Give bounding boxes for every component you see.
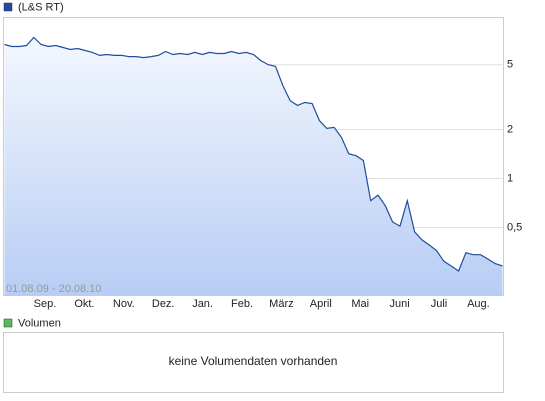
- x-tick-label: Okt.: [74, 298, 94, 310]
- y-tick-label: 2: [507, 123, 513, 135]
- x-tick-label: Dez.: [152, 298, 175, 310]
- x-tick-label: Mai: [351, 298, 369, 310]
- legend-swatch: [3, 2, 13, 12]
- x-tick-label: Aug.: [467, 298, 490, 310]
- volume-message: keine Volumendaten vorhanden: [169, 354, 338, 368]
- y-tick-label: 0,5: [507, 221, 522, 233]
- legend-label: (L&S RT): [18, 1, 64, 13]
- plot: [3, 36, 504, 296]
- y-tick-label: 5: [507, 59, 513, 71]
- x-tick-label: März: [269, 298, 293, 310]
- date-range: 01.08.09 - 20.08.10: [6, 283, 101, 295]
- legend-label: Volumen: [18, 317, 61, 329]
- x-tick-label: Feb.: [231, 298, 253, 310]
- x-tick-label: Nov.: [113, 298, 135, 310]
- x-tick-label: April: [310, 298, 332, 310]
- legend-swatch: [3, 318, 13, 328]
- volume-frame: [3, 332, 504, 393]
- line: [4, 36, 503, 272]
- y-tick-label: 1: [507, 172, 513, 184]
- area: [4, 37, 503, 296]
- x-tick-label: Juni: [390, 298, 410, 310]
- x-tick-label: Sep.: [34, 298, 57, 310]
- x-tick-label: Juli: [431, 298, 448, 310]
- x-tick-label: Jan.: [192, 298, 213, 310]
